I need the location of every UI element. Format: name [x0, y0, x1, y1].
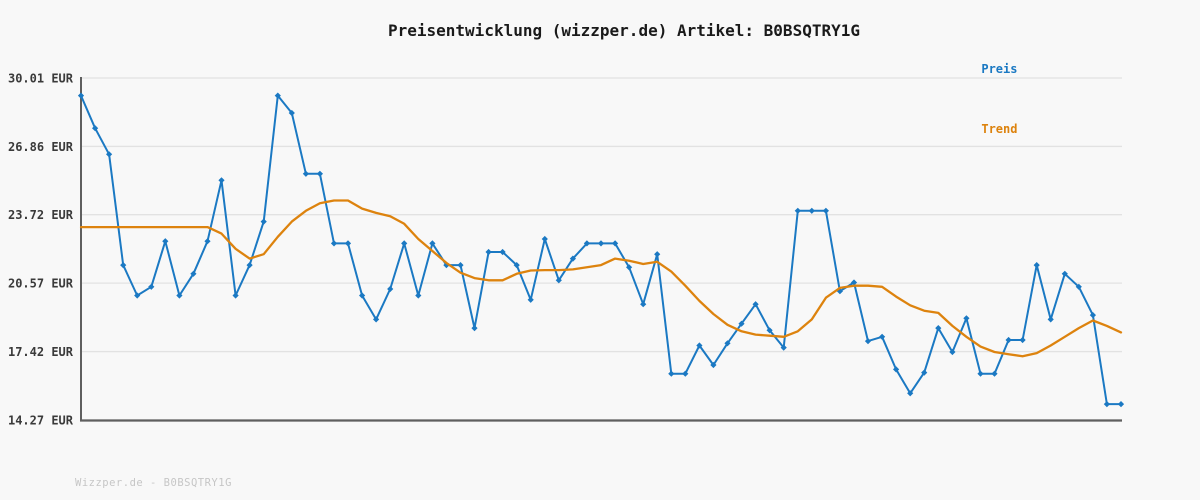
y-tick-label: 23.72 EUR: [8, 208, 74, 222]
watermark-source-label: Wizzper.de - B0BSQTRY1G: [75, 477, 232, 489]
y-tick-label: 30.01 EUR: [8, 72, 74, 86]
y-tick-label: 20.57 EUR: [8, 277, 74, 291]
y-tick-label: 14.27 EUR: [8, 414, 74, 428]
y-tick-label: 17.42 EUR: [8, 345, 74, 359]
legend-label-preis: Preis: [981, 62, 1018, 76]
legend-item-trend: Trend: [938, 99, 1017, 159]
legend: Preis Trend: [938, 39, 1017, 159]
legend-item-preis: Preis: [938, 39, 1017, 99]
chart-title: Preisentwicklung (wizzper.de) Artikel: B…: [387, 21, 860, 40]
price-point-markers: [77, 92, 1125, 408]
trend-line: [79, 199, 1123, 358]
y-tick-label: 26.86 EUR: [8, 140, 74, 154]
legend-label-trend: Trend: [981, 122, 1018, 136]
